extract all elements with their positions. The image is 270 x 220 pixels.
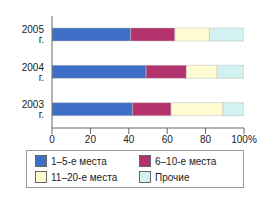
html-text:1–5-е места: 1–5-е места bbox=[51, 155, 107, 167]
svg-text:60: 60 bbox=[162, 134, 174, 145]
svg-text:2004г.: 2004г. bbox=[22, 62, 45, 83]
svg-text:0: 0 bbox=[49, 134, 55, 145]
svg-text:2003г.: 2003г. bbox=[22, 99, 45, 120]
svg-text:20: 20 bbox=[85, 134, 97, 145]
html-text:11–20-е места: 11–20-е места bbox=[51, 171, 118, 183]
svg-text:40: 40 bbox=[123, 134, 135, 145]
html-text:Прочие: Прочие bbox=[155, 171, 190, 183]
svg-text:100%: 100% bbox=[231, 134, 257, 145]
svg-text:80: 80 bbox=[200, 134, 212, 145]
html-text:6–10-е места: 6–10-е места bbox=[155, 155, 217, 167]
svg-text:2005г.: 2005г. bbox=[22, 24, 45, 45]
